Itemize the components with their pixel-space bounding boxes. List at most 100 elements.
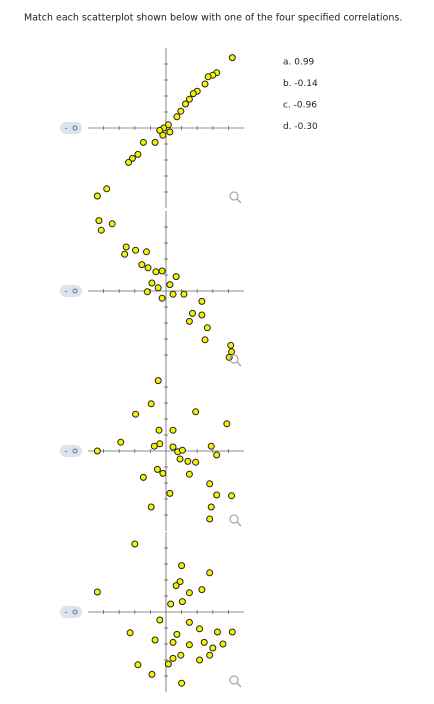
point — [151, 636, 159, 644]
point — [143, 248, 150, 256]
point — [154, 377, 162, 385]
point — [164, 660, 172, 668]
point — [126, 629, 134, 637]
dropdown-box — [60, 285, 82, 297]
point — [143, 288, 151, 296]
point — [204, 73, 212, 81]
zoom-handle — [236, 682, 242, 688]
point — [185, 641, 193, 649]
dropdown-value: - — [64, 608, 67, 618]
point — [207, 503, 215, 511]
point — [103, 185, 111, 193]
dropdown-value: - — [64, 447, 67, 457]
point — [219, 640, 227, 648]
point — [169, 426, 177, 434]
zoom-handle — [236, 361, 242, 367]
dropdown[interactable]: - — [60, 445, 82, 457]
dropdown[interactable]: - — [60, 606, 82, 618]
zoom-icon[interactable] — [229, 354, 242, 367]
zoom-icon[interactable] — [229, 514, 242, 527]
point — [192, 458, 200, 466]
point — [209, 644, 217, 652]
point — [166, 489, 174, 497]
point — [148, 279, 156, 287]
point — [97, 226, 105, 234]
point — [158, 294, 166, 302]
dropdown-box — [60, 606, 82, 618]
point — [166, 281, 174, 289]
point — [178, 562, 186, 570]
point — [93, 447, 101, 455]
point — [177, 651, 185, 659]
point — [185, 470, 193, 478]
point — [213, 451, 221, 459]
point — [189, 309, 197, 317]
point — [172, 582, 180, 590]
zoom-handle — [236, 521, 242, 527]
point — [178, 679, 186, 687]
point — [169, 638, 177, 646]
point — [206, 651, 214, 659]
point — [213, 628, 221, 636]
point — [213, 491, 221, 499]
point — [158, 267, 166, 275]
point — [201, 80, 209, 88]
point — [147, 400, 155, 408]
point — [198, 586, 206, 594]
point — [206, 515, 214, 523]
point — [166, 128, 174, 136]
point — [192, 408, 200, 416]
point — [207, 442, 215, 450]
zoom-icon[interactable] — [229, 191, 242, 204]
point — [134, 150, 142, 158]
point — [125, 158, 133, 166]
dropdown[interactable]: - — [60, 285, 82, 297]
question: Match each scatterplot shown below with … — [24, 13, 402, 24]
point — [173, 630, 181, 638]
point — [228, 348, 236, 356]
point — [189, 90, 197, 98]
option: a. 0.99 — [283, 58, 315, 68]
point — [108, 220, 116, 228]
zoom-lens — [229, 354, 239, 364]
point — [154, 284, 162, 292]
point — [169, 654, 177, 662]
point — [173, 113, 181, 121]
point — [169, 290, 177, 298]
point — [206, 480, 214, 488]
point — [151, 138, 159, 146]
zoom-lens — [229, 514, 239, 524]
point — [156, 616, 164, 624]
point — [228, 628, 236, 636]
point — [169, 443, 177, 451]
point — [164, 121, 172, 129]
point — [167, 600, 175, 608]
point — [198, 311, 206, 319]
dropdown-value: - — [64, 124, 67, 134]
point — [93, 192, 101, 200]
point — [121, 250, 129, 258]
point — [156, 440, 164, 448]
point — [172, 273, 180, 281]
point — [182, 100, 189, 108]
point — [177, 107, 185, 115]
point — [178, 598, 186, 606]
point — [185, 95, 193, 103]
zoom-lens — [229, 675, 239, 685]
point — [144, 264, 152, 272]
point — [198, 297, 206, 305]
zoom-icon[interactable] — [229, 675, 242, 688]
point — [178, 446, 186, 454]
point — [206, 569, 214, 577]
point — [201, 336, 209, 344]
point — [156, 126, 164, 134]
dropdown[interactable]: - — [60, 122, 82, 134]
option: c. -0.96 — [283, 101, 317, 111]
point — [95, 217, 103, 225]
dropdown-icon — [72, 288, 78, 294]
point — [228, 54, 236, 62]
point — [176, 455, 184, 463]
dropdown-box — [60, 122, 82, 134]
point — [159, 131, 167, 139]
dropdown-icon — [72, 448, 78, 454]
